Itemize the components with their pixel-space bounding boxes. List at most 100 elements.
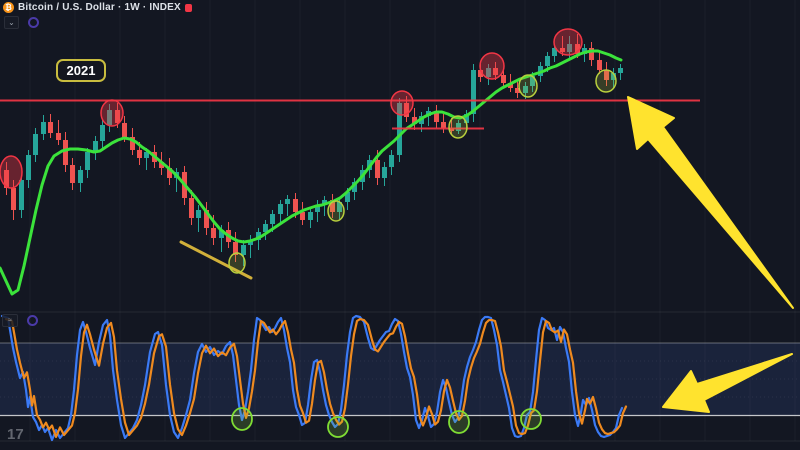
candle-up [270,214,275,224]
candle-up [337,202,342,212]
candle-down [493,68,498,75]
candle-down [515,88,520,93]
candle-up [26,155,31,180]
candle-down [204,210,209,228]
arrow-to-stoch-annotation[interactable] [662,353,793,413]
candle-down [560,48,565,52]
candle-up [85,152,90,170]
symbol-header: ₿ Bitcoin / U.S. Dollar · 1W · INDEX [3,2,192,13]
candle-up [352,182,357,192]
candle-down [330,200,335,212]
candle-down [48,122,53,133]
candle-up [19,180,24,210]
candle-down [63,140,68,165]
olive-circle-annotation[interactable] [228,252,246,274]
candle-up [530,76,535,86]
bitcoin-icon: ₿ [3,2,14,13]
candle-up [41,122,46,134]
candle-down [122,123,127,137]
candle-down [137,150,142,158]
candle-down [300,212,305,220]
symbol-title[interactable]: Bitcoin / U.S. Dollar · 1W · INDEX [18,2,181,13]
candle-up [256,232,261,240]
candle-down [115,110,120,123]
candle-up [93,141,98,152]
olive-circle-annotation[interactable] [327,200,345,222]
candle-up [144,152,149,158]
candle-down [441,122,446,128]
candle-up [464,114,469,123]
candle-up [219,230,224,238]
red-circle-annotation[interactable] [0,155,23,189]
green-circle-annotation[interactable] [448,410,470,434]
candle-up [100,125,105,141]
red-circle-annotation[interactable] [100,99,124,127]
candle-down [189,198,194,218]
chevron-down-button[interactable]: ⌄ [4,16,19,29]
red-circle-annotation[interactable] [479,52,505,80]
candle-up [322,200,327,205]
oscillator-legend: ≈ [2,314,38,327]
candle-down [56,133,61,140]
candle-up [196,210,201,218]
candle-up [471,70,476,114]
olive-circle-annotation[interactable] [448,115,468,139]
oscillator-legend-button[interactable]: ≈ [2,314,18,327]
candle-up [345,192,350,202]
candle-down [501,75,506,83]
candle-down [4,170,9,188]
candle-down [159,162,164,168]
arrow-to-resistance-annotation[interactable] [627,96,794,309]
stoch-d-line [4,318,628,438]
candle-down [508,83,513,88]
candle-up [241,245,246,255]
candle-up [611,73,616,80]
ma-line [0,49,623,296]
candle-down [167,168,172,178]
red-circle-annotation[interactable] [390,90,414,116]
stoch-k-line [0,314,624,442]
tradingview-logo[interactable]: 17 [7,426,24,443]
candle-down [434,111,439,122]
indicator-dot-icon[interactable] [27,315,38,326]
header-toolbar: ⌄ [4,16,39,29]
candle-up [618,68,623,73]
candle-down [597,60,602,70]
candle-up [545,56,550,66]
candle-up [285,199,290,204]
candle-up [389,155,394,167]
candle-down [404,103,409,117]
candle-up [308,212,313,220]
candle-down [233,242,238,255]
red-circle-annotation[interactable] [553,28,583,56]
candle-up [248,240,253,245]
candle-up [486,68,491,77]
candle-up [567,44,572,52]
red-logo-icon [184,3,192,12]
candle-down [412,117,417,124]
olive-circle-annotation[interactable] [518,74,538,98]
candle-up [456,123,461,131]
candle-down [478,70,483,77]
olive-circle-annotation[interactable] [595,69,617,93]
candle-down [604,70,609,80]
candle-up [278,204,283,214]
green-circle-annotation[interactable] [231,407,253,431]
candle-up [552,48,557,56]
green-circle-annotation[interactable] [327,416,349,438]
indicator-dot-icon[interactable] [28,17,39,28]
candle-down [11,188,16,210]
candle-up [78,170,83,183]
candle-up [263,224,268,232]
candle-up [107,110,112,125]
candle-down [375,160,380,178]
candle-down [70,165,75,183]
candle-down [293,199,298,212]
candle-up [315,205,320,212]
year-2021-label[interactable]: 2021 [56,59,106,82]
candle-down [211,228,216,238]
green-circle-annotation[interactable] [520,408,542,430]
candle-up [33,134,38,155]
